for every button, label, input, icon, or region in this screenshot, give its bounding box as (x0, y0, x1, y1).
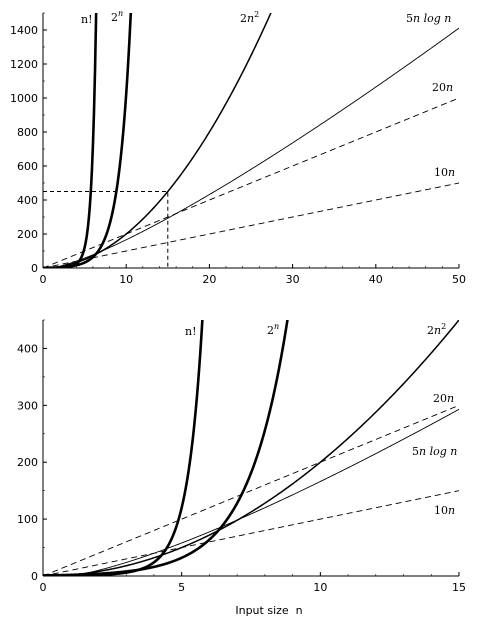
y-tick-label: 0 (31, 570, 38, 583)
x-tick-label: 15 (452, 581, 466, 594)
x-tick-label: 0 (40, 273, 47, 286)
series-line-factorial (43, 13, 98, 268)
series-line-exp2 (43, 320, 289, 576)
series-label-exp2: 2n (111, 9, 123, 24)
y-tick-label: 100 (17, 513, 38, 526)
y-tick-label: 400 (17, 342, 38, 355)
series-label-10n: 10n (434, 504, 455, 517)
series-line-2n2 (43, 13, 272, 268)
y-tick-label: 200 (17, 456, 38, 469)
series-label-20n: 20n (433, 392, 454, 405)
y-tick-label: 300 (17, 399, 38, 412)
series-line-10n (43, 490, 459, 576)
series-line-2n2 (43, 320, 459, 576)
y-tick-label: 1000 (10, 92, 38, 105)
x-tick-label: 30 (286, 273, 300, 286)
x-tick-label: 10 (313, 581, 327, 594)
y-tick-label: 1200 (10, 58, 38, 71)
y-tick-label: 0 (31, 262, 38, 275)
series-line-20n (43, 404, 459, 576)
y-tick-label: 800 (17, 126, 38, 139)
series-line-exp2 (43, 13, 133, 268)
zoom-region-box (43, 191, 169, 269)
series-label-2n2: 2n2 (240, 10, 259, 25)
series-label-factorial: n! (185, 325, 197, 338)
series-label-20n: 20n (432, 81, 453, 94)
x-tick-label: 50 (452, 273, 466, 286)
x-tick-label: 20 (202, 273, 216, 286)
x-tick-label: 5 (178, 581, 185, 594)
series-label-10n: 10n (434, 166, 455, 179)
series-group (43, 13, 459, 268)
x-axis-label: Input size n (235, 604, 302, 617)
chart-2: 0 5 10 15 0 100 200 300 400 n! 2n 2n2 20n 5n log n 10n… (17, 319, 466, 617)
series-line-5nlogn (43, 27, 459, 268)
y-tick-label: 400 (17, 194, 38, 207)
series-label-2n2: 2n2 (427, 322, 446, 337)
x-tick-label: 10 (119, 273, 133, 286)
series-label-5nlogn: 5n log n (406, 12, 451, 25)
x-tick-label: 40 (369, 273, 383, 286)
chart-1: 0 10 20 30 40 50 0 200 400 600 800 1000 1200 1400 n! 2n… (10, 9, 466, 286)
series-line-5nlogn (43, 408, 459, 576)
series-group (43, 320, 459, 576)
series-line-20n (43, 97, 459, 268)
y-tick-label: 200 (17, 228, 38, 241)
series-line-10n (43, 182, 459, 268)
x-tick-label: 0 (40, 581, 47, 594)
series-label-factorial: n! (81, 13, 93, 26)
series-label-5nlogn: 5n log n (412, 445, 457, 458)
series-label-exp2: 2n (267, 322, 279, 337)
y-tick-label: 600 (17, 160, 38, 173)
y-tick-label: 1400 (10, 24, 38, 37)
